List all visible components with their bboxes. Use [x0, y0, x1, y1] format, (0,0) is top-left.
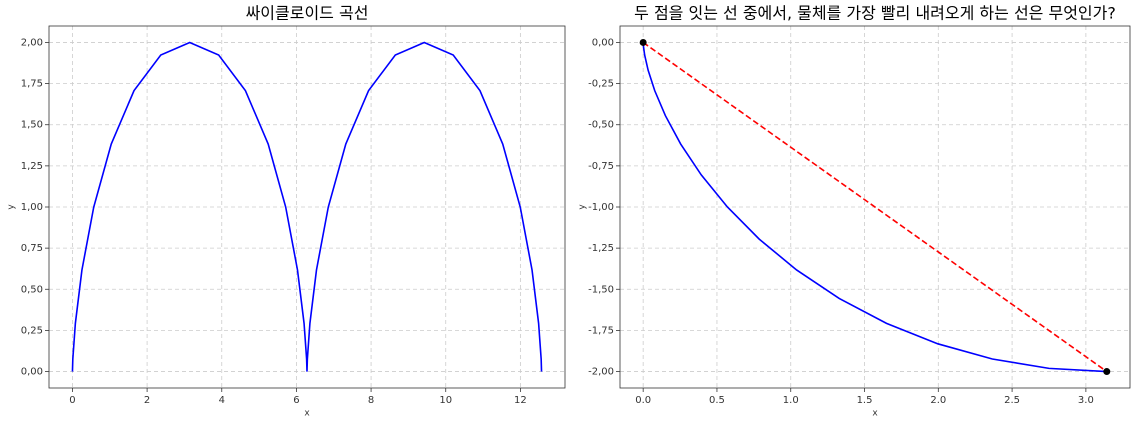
y-tick-label: 2,00	[21, 37, 43, 48]
y-tick-label: 0,00	[21, 367, 43, 378]
x-tick-label: 4	[219, 395, 225, 406]
x-tick-label: 8	[368, 395, 374, 406]
y-tick-label: 1,25	[21, 161, 43, 172]
x-tick-label: 6	[293, 395, 299, 406]
line	[642, 41, 1108, 373]
y-tick-label: -1,75	[588, 325, 614, 336]
y-tick-label: 0,25	[21, 325, 43, 336]
plot-frame	[619, 25, 1131, 389]
x-axis-label: x	[304, 409, 310, 419]
x-tick-label: 2.0	[930, 395, 946, 406]
point	[1103, 368, 1111, 376]
y-tick-label: 0,00	[592, 37, 614, 48]
y-tick-label: -0,25	[588, 79, 614, 90]
x-tick-label: 2	[144, 395, 150, 406]
plot-frame	[48, 25, 566, 389]
x-tick-label: 1.5	[857, 395, 873, 406]
y-tick-label: -2,00	[588, 367, 614, 378]
chart-title: 두 점을 잇는 선 중에서, 물체를 가장 빨리 내려오게 하는 선은 무엇인가…	[634, 4, 1116, 23]
y-tick-label: -0,50	[588, 120, 614, 131]
x-tick-label: 3.0	[1078, 395, 1094, 406]
x-tick-label: 12	[514, 395, 527, 406]
x-tick-label: 2.5	[1004, 395, 1020, 406]
y-tick-label: 1,00	[21, 202, 43, 213]
x-axis-label: x	[872, 409, 878, 419]
line	[642, 42, 1107, 373]
x-tick-label: 0.0	[635, 395, 651, 406]
y-tick-label: -1,25	[588, 243, 614, 254]
x-tick-label: 10	[439, 395, 452, 406]
y-tick-label: 1,75	[21, 79, 43, 90]
y-tick-label: -1,50	[588, 284, 614, 295]
y-tick-label: 1,50	[21, 120, 43, 131]
line	[71, 41, 543, 372]
x-tick-label: 0	[69, 395, 75, 406]
y-tick-label: 0,50	[21, 284, 43, 295]
chart-title: 싸이클로이드 곡선	[246, 4, 369, 23]
x-tick-label: 1.0	[783, 395, 799, 406]
y-axis-label: y	[578, 204, 588, 210]
y-tick-label: 0,75	[21, 243, 43, 254]
y-tick-label: -1,00	[588, 202, 614, 213]
point	[639, 38, 647, 46]
y-axis-label: y	[7, 204, 17, 210]
x-tick-label: 0.5	[709, 395, 725, 406]
y-tick-label: -0,75	[588, 161, 614, 172]
